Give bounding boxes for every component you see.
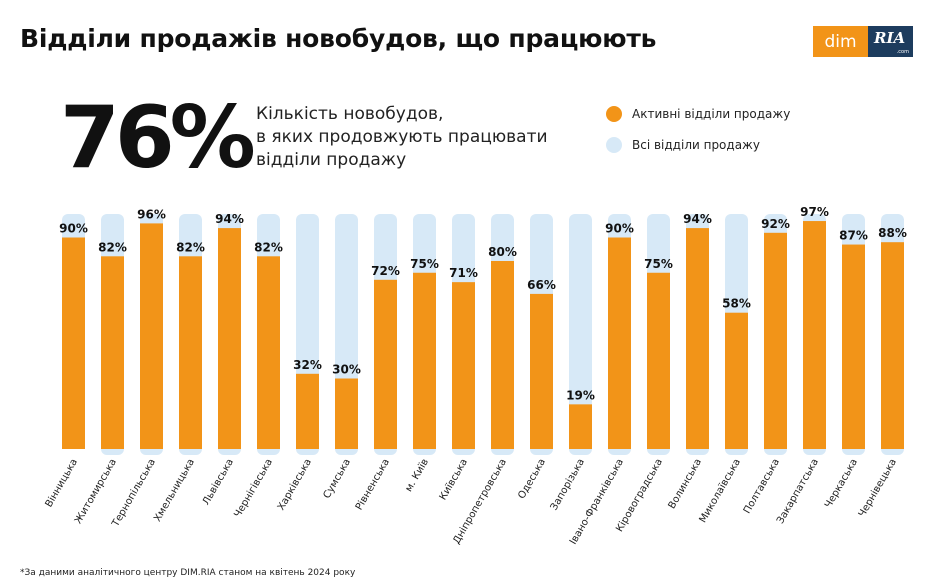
bar-active-20 bbox=[803, 221, 826, 449]
bar-active-3 bbox=[140, 223, 163, 449]
legend-label-active: Активні відділи продажу bbox=[632, 107, 791, 121]
bar-active-17 bbox=[686, 228, 709, 449]
category-label-2: Житомирська bbox=[73, 457, 119, 526]
data-label-15: 90% bbox=[605, 222, 634, 236]
data-label-5: 94% bbox=[215, 212, 244, 226]
bar-active-6 bbox=[257, 256, 280, 449]
chart-legend: Активні відділи продажу Всі відділи прод… bbox=[606, 104, 790, 166]
data-label-4: 82% bbox=[176, 240, 205, 254]
bar-active-21 bbox=[842, 244, 865, 449]
category-label-6: Чернігівська bbox=[232, 457, 275, 520]
logo-ria-text: RIA bbox=[874, 29, 906, 47]
bar-active-19 bbox=[764, 232, 787, 449]
data-label-12: 80% bbox=[488, 245, 517, 259]
bar-active-4 bbox=[179, 256, 202, 449]
category-label-4: Хмельницька bbox=[152, 457, 197, 524]
legend-swatch-all bbox=[606, 137, 622, 153]
category-label-1: Вінницька bbox=[43, 457, 80, 510]
data-label-18: 58% bbox=[722, 297, 751, 311]
category-label-10: м. Київ bbox=[403, 457, 431, 494]
data-label-17: 94% bbox=[683, 212, 712, 226]
category-label-22: Чернівецька bbox=[856, 457, 899, 520]
data-label-13: 66% bbox=[527, 278, 556, 292]
bar-all-14 bbox=[569, 214, 592, 455]
bar-active-10 bbox=[413, 272, 436, 449]
bar-active-9 bbox=[374, 279, 397, 449]
category-label-17: Волинська bbox=[667, 457, 705, 511]
data-label-16: 75% bbox=[644, 257, 673, 271]
chart-title: Відділи продажів новобудов, що працюють bbox=[20, 24, 657, 53]
bar-active-13 bbox=[530, 293, 553, 449]
legend-item-active: Активні відділи продажу bbox=[606, 104, 790, 124]
category-label-18: Миколаївська bbox=[698, 457, 744, 525]
bar-active-16 bbox=[647, 272, 670, 449]
bar-active-14 bbox=[569, 404, 592, 449]
bar-active-7 bbox=[296, 373, 319, 449]
footnote: *За даними аналітичного центру DIM.RIA с… bbox=[20, 568, 356, 578]
data-label-21: 87% bbox=[839, 229, 868, 243]
legend-label-all: Всі відділи продажу bbox=[632, 138, 760, 152]
bar-active-18 bbox=[725, 312, 748, 449]
headline-description: Кількість новобудов, в яких продовжують … bbox=[256, 103, 576, 172]
category-label-20: Закарпатська bbox=[775, 457, 821, 526]
data-label-9: 72% bbox=[371, 264, 400, 278]
bar-active-11 bbox=[452, 282, 475, 449]
category-label-7: Харківська bbox=[275, 457, 314, 513]
data-label-6: 82% bbox=[254, 240, 283, 254]
data-label-2: 82% bbox=[98, 240, 127, 254]
category-label-9: Рівненська bbox=[353, 457, 392, 513]
category-label-11: Київська bbox=[438, 457, 470, 502]
logo-com-text: .com bbox=[896, 49, 909, 55]
category-label-3: Тернопільська bbox=[109, 457, 158, 530]
headline-description-line: Кількість новобудов, bbox=[256, 104, 444, 124]
category-label-19: Полтавська bbox=[742, 457, 782, 516]
data-label-19: 92% bbox=[761, 217, 790, 231]
data-label-20: 97% bbox=[800, 205, 829, 219]
logo-dim-part: dim bbox=[813, 26, 868, 57]
data-label-22: 88% bbox=[878, 226, 907, 240]
headline-description-line: в яких продовжують працювати bbox=[256, 127, 548, 147]
logo-ria-part: RIA .com bbox=[868, 26, 913, 57]
data-label-8: 30% bbox=[332, 363, 361, 377]
bar-active-8 bbox=[335, 378, 358, 449]
legend-item-all: Всі відділи продажу bbox=[606, 135, 790, 155]
bar-active-12 bbox=[491, 261, 514, 449]
data-label-10: 75% bbox=[410, 257, 439, 271]
category-label-21: Черкаська bbox=[823, 457, 860, 510]
category-label-13: Одеська bbox=[516, 457, 548, 501]
category-label-5: Львівська bbox=[200, 457, 236, 508]
category-label-14: Запорізька bbox=[548, 457, 587, 513]
bar-active-2 bbox=[101, 256, 124, 449]
bar-active-22 bbox=[881, 242, 904, 449]
bar-active-5 bbox=[218, 228, 241, 449]
bar-active-15 bbox=[608, 237, 631, 449]
headline-description-line: відділи продажу bbox=[256, 150, 407, 170]
headline-percent: 76% bbox=[60, 88, 256, 188]
data-label-14: 19% bbox=[566, 388, 595, 402]
category-label-8: Сумська bbox=[322, 457, 354, 501]
bar-active-1 bbox=[62, 237, 85, 449]
data-label-1: 90% bbox=[59, 222, 88, 236]
data-label-3: 96% bbox=[137, 207, 166, 221]
dim-ria-logo: dim RIA .com bbox=[813, 26, 913, 57]
data-label-11: 71% bbox=[449, 266, 478, 280]
data-label-7: 32% bbox=[293, 358, 322, 372]
legend-swatch-active bbox=[606, 106, 622, 122]
